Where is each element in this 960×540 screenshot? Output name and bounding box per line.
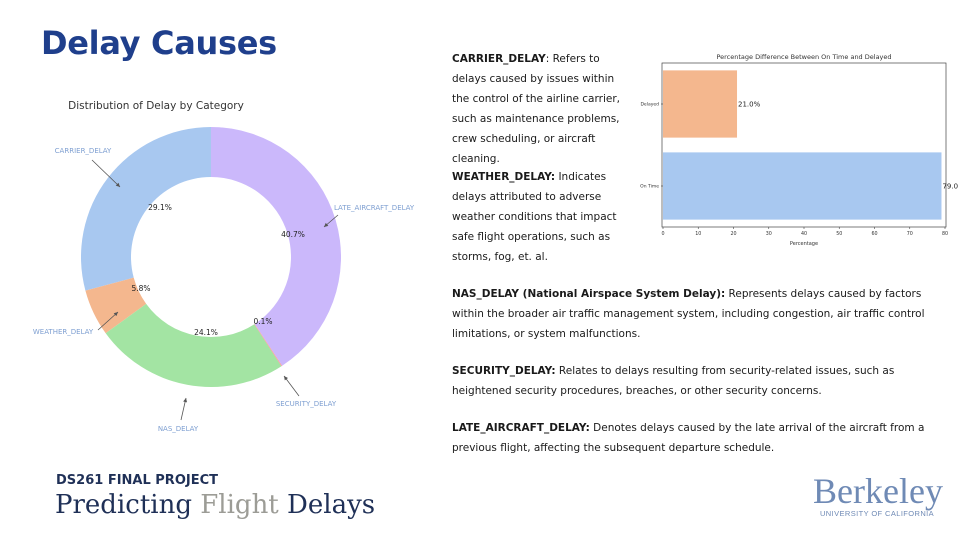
definition-late-aircraft-delay: LATE_AIRCRAFT_DELAY: Denotes delays caus…: [452, 418, 942, 458]
bar-value-label: 21.0%: [738, 101, 761, 109]
on-time-vs-delayed-bar-chart: Percentage Difference Between On Time an…: [640, 53, 958, 247]
donut-annotation-line: [91, 159, 121, 188]
delay-distribution-donut-chart: Distribution of Delay by Category 29.1% C…: [33, 100, 415, 433]
bar-delayed: [663, 70, 738, 138]
definition-text: Relates to delays resulting from securit…: [452, 365, 895, 397]
donut-annotation-arrowhead: [284, 376, 288, 381]
donut-annotation-arrowhead: [113, 312, 118, 317]
donut-chart-title: Distribution of Delay by Category: [68, 100, 244, 112]
berkeley-logo: Berkeley UNIVERSITY OF CALIFORNIA: [813, 471, 943, 518]
donut-pct-label: 0.1%: [253, 317, 272, 326]
donut-slice-security-delay: [254, 323, 283, 367]
project-label: DS261 FINAL PROJECT: [56, 473, 218, 488]
definition-text: Denotes delays caused by the late arriva…: [452, 422, 925, 454]
x-tick-label: 80: [942, 231, 948, 237]
definition-term: CARRIER_DELAY: [452, 53, 546, 65]
donut-pct-label: 5.8%: [131, 284, 150, 293]
definition-text: Indicates delays attributed to adverse w…: [452, 171, 617, 263]
x-tick-label: 70: [907, 231, 913, 237]
donut-category-label: WEATHER_DELAY: [33, 328, 94, 336]
x-tick-label: 20: [730, 231, 736, 237]
definition-weather-delay: WEATHER_DELAY: Indicates delays attribut…: [452, 167, 634, 267]
definition-term: NAS_DELAY (National Airspace System Dela…: [452, 288, 726, 300]
donut-slice-late-aircraft-delay: [211, 127, 342, 366]
donut-slice-carrier-delay: [81, 127, 211, 291]
definition-term: WEATHER_DELAY:: [452, 171, 556, 183]
definition-security-delay: SECURITY_DELAY: Relates to delays result…: [452, 361, 942, 401]
x-tick-label: 30: [766, 231, 772, 237]
definition-term: LATE_AIRCRAFT_DELAY:: [452, 422, 590, 434]
definition-text: Represents delays caused by factors with…: [452, 288, 925, 340]
donut-annotation-arrowhead: [183, 398, 188, 403]
donut-category-label: NAS_DELAY: [158, 425, 199, 433]
definition-nas-delay: NAS_DELAY (National Airspace System Dela…: [452, 284, 942, 344]
bar-chart-xlabel: Percentage: [790, 241, 818, 247]
slide-title: Delay Causes: [41, 24, 277, 62]
bar-chart-title: Percentage Difference Between On Time an…: [716, 53, 891, 61]
donut-annotation-arrowhead: [115, 182, 120, 187]
bar-category-label: On Time: [640, 184, 659, 190]
logo-subtitle: UNIVERSITY OF CALIFORNIA: [819, 509, 935, 518]
project-title-part: Delays: [278, 490, 376, 520]
project-title: Predicting Flight Delays: [55, 490, 375, 520]
donut-slice-weather-delay: [85, 277, 147, 334]
definition-term: SECURITY_DELAY:: [452, 365, 556, 377]
bar-category-label: Delayed: [640, 102, 659, 108]
definition-text: : Refers to delays caused by issues with…: [452, 53, 620, 165]
bar-on-time: [663, 152, 942, 220]
donut-category-label: SECURITY_DELAY: [276, 400, 337, 408]
bar-value-label: 79.0%: [942, 183, 958, 191]
x-tick-label: 0: [661, 231, 664, 237]
donut-annotation-line: [283, 375, 300, 397]
donut-pct-label: 40.7%: [281, 230, 305, 239]
donut-annotation-arrowhead: [324, 222, 329, 227]
definition-carrier-delay: CARRIER_DELAY: Refers to delays caused b…: [452, 49, 634, 169]
x-tick-label: 10: [695, 231, 701, 237]
x-tick-label: 50: [836, 231, 842, 237]
x-tick-label: 40: [801, 231, 807, 237]
donut-category-label: LATE_AIRCRAFT_DELAY: [334, 204, 415, 212]
project-title-part: Predicting: [55, 490, 201, 520]
donut-annotation-line: [97, 311, 119, 331]
donut-category-label: CARRIER_DELAY: [55, 147, 112, 155]
donut-pct-label: 29.1%: [148, 203, 172, 212]
logo-wordmark: Berkeley: [813, 471, 943, 511]
x-tick-label: 60: [871, 231, 877, 237]
donut-slice-nas-delay: [105, 303, 282, 387]
project-title-accent: Flight: [200, 490, 279, 520]
donut-pct-label: 24.1%: [194, 328, 218, 337]
